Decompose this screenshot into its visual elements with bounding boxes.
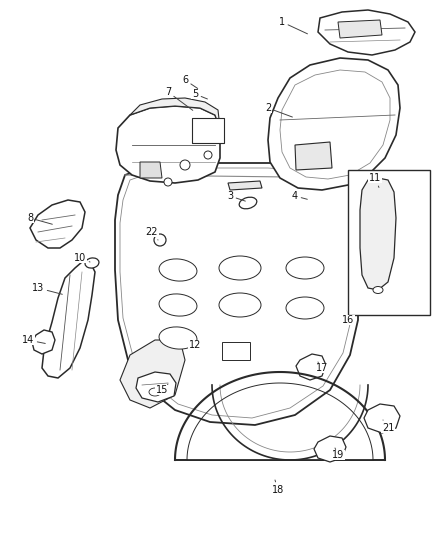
Text: 6: 6: [182, 75, 198, 88]
Text: 2: 2: [265, 103, 293, 117]
Ellipse shape: [149, 388, 161, 396]
Ellipse shape: [373, 287, 383, 294]
Bar: [192, 118, 224, 143]
Polygon shape: [115, 163, 375, 425]
Polygon shape: [268, 58, 400, 190]
Text: 17: 17: [316, 362, 328, 373]
Polygon shape: [314, 436, 346, 462]
Ellipse shape: [239, 197, 257, 209]
Circle shape: [154, 234, 166, 246]
Ellipse shape: [159, 259, 197, 281]
Text: 18: 18: [272, 480, 284, 495]
Polygon shape: [228, 181, 262, 190]
Polygon shape: [318, 10, 415, 55]
Ellipse shape: [159, 294, 197, 316]
Polygon shape: [32, 330, 55, 354]
Text: 15: 15: [156, 384, 168, 395]
Polygon shape: [295, 142, 332, 170]
Text: 12: 12: [189, 340, 201, 350]
Text: 5: 5: [192, 89, 208, 99]
Polygon shape: [360, 178, 396, 290]
Polygon shape: [136, 372, 176, 402]
Polygon shape: [130, 98, 220, 128]
Ellipse shape: [286, 257, 324, 279]
Polygon shape: [42, 262, 95, 378]
Ellipse shape: [219, 293, 261, 317]
Text: 16: 16: [342, 315, 354, 325]
Text: 19: 19: [332, 448, 344, 460]
Polygon shape: [30, 200, 85, 248]
Circle shape: [164, 178, 172, 186]
Text: 13: 13: [32, 283, 62, 294]
Circle shape: [180, 160, 190, 170]
Ellipse shape: [159, 327, 197, 349]
Ellipse shape: [286, 297, 324, 319]
Polygon shape: [338, 20, 382, 38]
Text: 14: 14: [22, 335, 45, 345]
Text: 8: 8: [27, 213, 52, 224]
Text: 11: 11: [369, 173, 381, 188]
Bar: [222, 342, 250, 360]
Text: 10: 10: [74, 253, 90, 263]
Polygon shape: [140, 162, 162, 178]
Bar: [348, 170, 430, 315]
Text: 4: 4: [292, 191, 307, 201]
Text: 3: 3: [227, 191, 245, 201]
Polygon shape: [116, 106, 220, 183]
Polygon shape: [296, 354, 326, 380]
Text: 7: 7: [165, 87, 193, 110]
Text: 22: 22: [146, 227, 158, 240]
Ellipse shape: [219, 256, 261, 280]
Text: 21: 21: [382, 420, 394, 433]
Polygon shape: [364, 404, 400, 433]
Circle shape: [204, 151, 212, 159]
Text: 1: 1: [279, 17, 307, 34]
Polygon shape: [120, 340, 185, 408]
Ellipse shape: [85, 258, 99, 268]
